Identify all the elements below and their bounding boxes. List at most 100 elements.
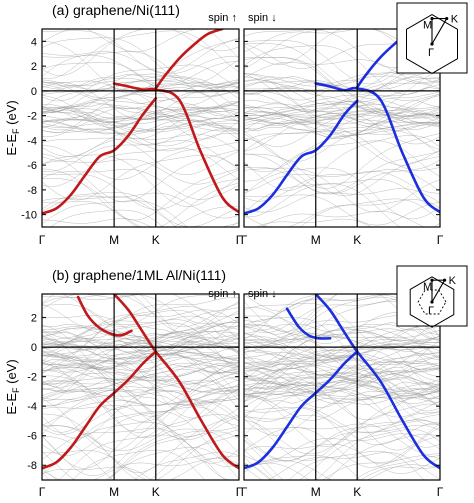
- substrate-d-band: [244, 122, 440, 138]
- k-point-label: Γ: [241, 233, 248, 247]
- k-point-label: Γ: [236, 485, 243, 499]
- substrate-band: [42, 107, 239, 140]
- band-point: [177, 57, 181, 60]
- panel-title: (a) graphene/Ni(111): [52, 2, 180, 18]
- band-point: [110, 332, 113, 335]
- substrate-d-band: [244, 377, 440, 395]
- band-point: [141, 88, 145, 91]
- substrate-d-band: [244, 347, 440, 365]
- inset-label-gamma: Γ: [428, 305, 434, 317]
- substrate-band: [244, 390, 440, 448]
- substrate-d-band: [42, 325, 239, 344]
- substrate-band: [244, 455, 440, 480]
- spin-label: spin ↓: [248, 288, 277, 300]
- band-point: [400, 418, 403, 421]
- band-point: [141, 113, 145, 116]
- substrate-band: [42, 405, 239, 441]
- band-point: [328, 337, 332, 340]
- substrate-band: [244, 199, 440, 227]
- substrate-d-band: [244, 371, 440, 390]
- y-tick-label: -10: [21, 210, 37, 222]
- k-point-label: Γ: [437, 485, 444, 499]
- substrate-band: [244, 130, 440, 170]
- substrate-band: [42, 158, 239, 185]
- band-point: [422, 453, 425, 457]
- y-axis-label-unit: (eV): [4, 100, 19, 128]
- substrate-band: [244, 188, 440, 213]
- substrate-d-band: [42, 329, 239, 349]
- band-point: [317, 337, 320, 340]
- band-point: [55, 207, 58, 210]
- y-axis-label: E-EF (eV): [4, 359, 21, 414]
- substrate-band: [42, 414, 239, 476]
- substrate-d-band: [244, 381, 440, 397]
- substrate-d-band: [42, 117, 239, 132]
- y-axis-label-unit: (eV): [4, 359, 19, 387]
- substrate-band: [42, 354, 239, 410]
- panel-title: (b) graphene/1ML Al/Ni(111): [52, 267, 226, 283]
- band-point: [343, 331, 346, 334]
- substrate-band: [42, 30, 239, 79]
- substrate-d-band: [244, 75, 440, 91]
- k-point-label: M: [109, 233, 119, 247]
- k-point-label: K: [353, 485, 361, 499]
- substrate-band: [42, 88, 239, 140]
- band-point: [84, 173, 87, 177]
- substrate-band: [42, 458, 239, 480]
- band-point: [285, 425, 289, 428]
- substrate-band: [244, 335, 440, 362]
- k-point-label: K: [152, 233, 160, 247]
- inset-label-m: M: [423, 20, 432, 32]
- substrate-band: [42, 413, 239, 473]
- band-point: [120, 334, 123, 337]
- y-tick-label: -4: [27, 401, 37, 413]
- band-point: [257, 207, 260, 210]
- panel-frame: [41, 293, 240, 481]
- substrate-d-band: [244, 110, 440, 125]
- y-tick-label: -4: [27, 135, 37, 147]
- hexagon-zone: [409, 276, 455, 328]
- substrate-band: [42, 192, 239, 219]
- substrate-d-band: [244, 324, 440, 339]
- substrate-d-band: [244, 81, 440, 96]
- band-point: [328, 309, 332, 312]
- band-point: [364, 73, 368, 76]
- band-lines: [42, 294, 239, 480]
- substrate-band: [42, 379, 239, 439]
- substrate-band: [42, 406, 239, 456]
- substrate-band: [244, 407, 440, 465]
- band-point: [422, 196, 425, 199]
- substrate-band: [86, 29, 199, 52]
- substrate-d-band: [244, 382, 440, 399]
- substrate-band: [42, 322, 239, 371]
- band-point: [271, 446, 274, 449]
- y-tick-label: -6: [27, 431, 37, 443]
- substrate-band: [244, 90, 440, 137]
- spin-up-panel: [41, 28, 240, 228]
- substrate-d-band: [42, 386, 239, 402]
- band-point: [127, 85, 130, 88]
- panel-frame: [243, 28, 441, 228]
- substrate-band: [244, 87, 440, 125]
- substrate-d-band: [42, 75, 239, 90]
- substrate-d-band: [42, 101, 239, 117]
- substrate-band: [42, 294, 239, 317]
- substrate-band: [42, 294, 239, 324]
- substrate-band: [244, 294, 338, 333]
- substrate-band: [42, 81, 239, 114]
- band-point: [297, 325, 300, 328]
- band-point: [221, 196, 224, 199]
- inset-label-k: K: [451, 14, 459, 26]
- substrate-band: [244, 330, 440, 362]
- substrate-d-band: [42, 352, 239, 370]
- substrate-d-band: [42, 359, 239, 378]
- substrate-d-band: [42, 341, 239, 360]
- substrate-d-band: [244, 348, 440, 366]
- substrate-band: [288, 450, 425, 480]
- zone-point: [430, 16, 434, 21]
- substrate-band: [244, 420, 440, 480]
- substrate-band: [244, 357, 440, 396]
- substrate-band: [244, 112, 440, 145]
- substrate-band: [42, 430, 239, 480]
- substrate-band: [244, 294, 320, 312]
